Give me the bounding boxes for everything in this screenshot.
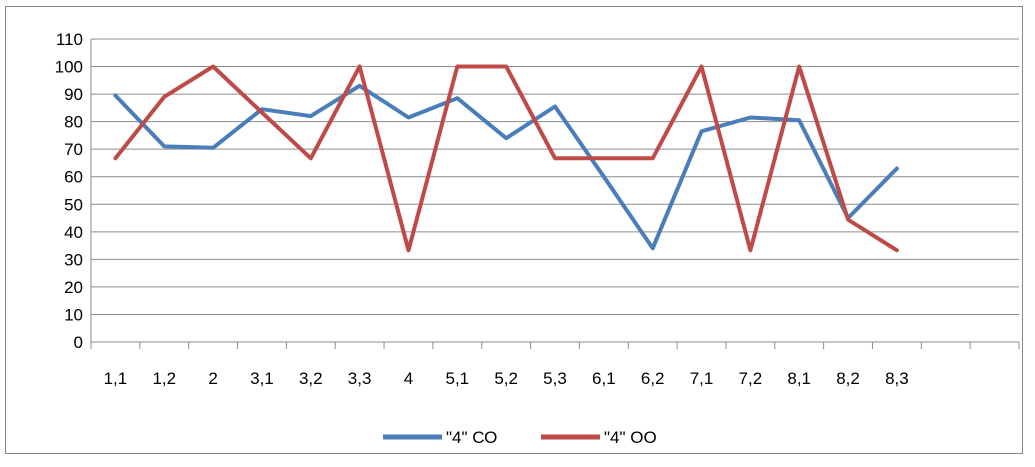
y-tick-label: 0 [74,333,83,352]
y-tick-label: 20 [64,278,83,297]
x-tick-label: 3,2 [299,369,323,388]
y-tick-label: 60 [64,168,83,187]
y-tick-label: 80 [64,113,83,132]
x-tick-label: 1,2 [152,369,176,388]
x-tick-label: 7,1 [690,369,714,388]
y-tick-label: 90 [64,85,83,104]
x-tick-label: 1,1 [104,369,128,388]
axis-layer: 0 10 20 30 40 50 60 70 80 90 100 110 1,1 1,2 2 3,1 3,2 3,… [55,30,1020,388]
x-tick-label: 3,3 [348,369,372,388]
y-tick-label: 70 [64,140,83,159]
legend-label-series-2: "4" ОО [604,428,657,447]
x-tick-label: 5,2 [494,369,518,388]
y-tick-label: 40 [64,223,83,242]
y-tick-label: 100 [55,58,83,77]
x-tick-label: 5,3 [543,369,567,388]
x-tick-label: 8,1 [787,369,811,388]
y-tick-label: 10 [64,305,83,324]
series-line-1 [113,83,899,251]
x-tick-label: 5,1 [445,369,469,388]
legend: "4" СО "4" ОО [383,428,657,447]
legend-label-series-1: "4" СО [446,428,497,447]
x-tick-label: 8,2 [836,369,860,388]
x-tick-label: 3,1 [250,369,274,388]
y-tick-label: 50 [64,195,83,214]
x-tick-label: 4 [404,369,413,388]
x-tick-label: 7,2 [739,369,763,388]
x-tick-label: 2 [208,369,217,388]
y-tick-label: 30 [64,250,83,269]
series-layer [113,64,899,253]
x-tick-label: 6,1 [592,369,616,388]
x-tick-label: 8,3 [885,369,909,388]
grid-layer [91,38,1019,315]
x-tick-label: 6,2 [641,369,665,388]
y-tick-label: 110 [56,30,83,49]
